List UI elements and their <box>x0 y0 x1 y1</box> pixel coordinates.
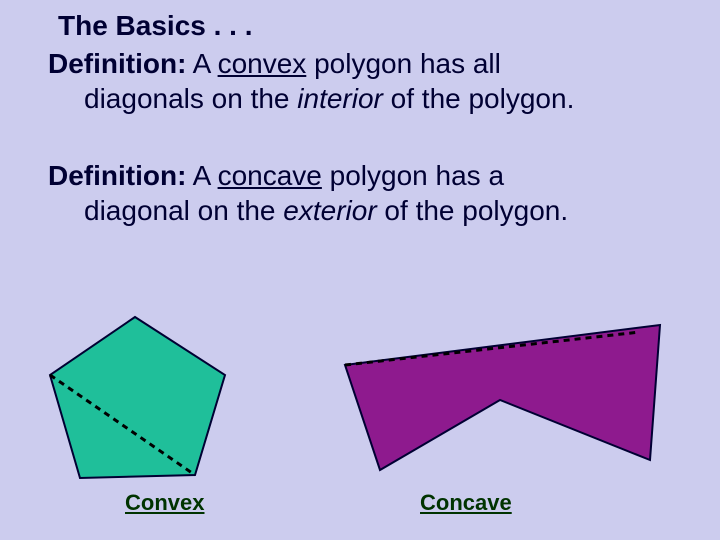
label-convex: Convex <box>125 490 204 516</box>
convex-pentagon <box>50 317 225 478</box>
slide: The Basics . . . Definition: A convex po… <box>0 0 720 540</box>
figures-svg <box>0 0 720 540</box>
label-concave: Concave <box>420 490 512 516</box>
